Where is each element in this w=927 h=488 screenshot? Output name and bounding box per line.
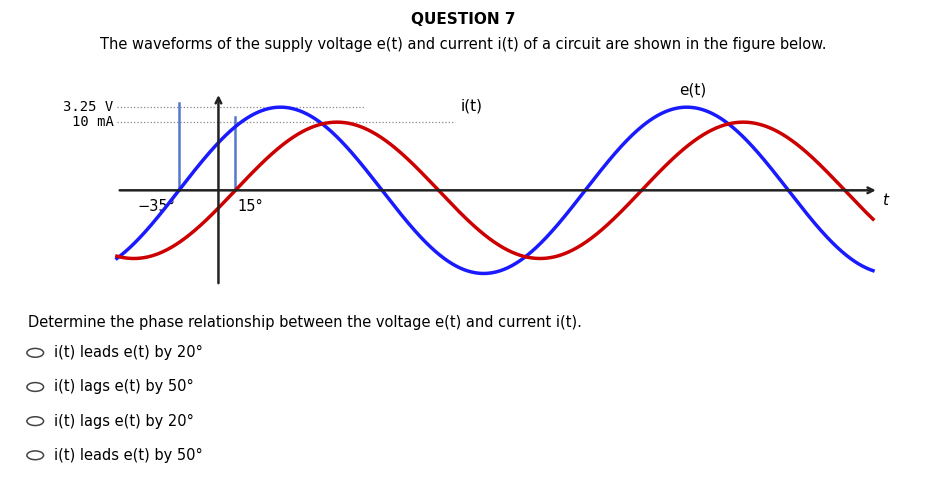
Text: 10 mA: 10 mA [71, 115, 113, 129]
Text: i(t) lags e(t) by 50°: i(t) lags e(t) by 50° [54, 380, 194, 394]
Text: QUESTION 7: QUESTION 7 [412, 12, 515, 27]
Text: e(t): e(t) [679, 82, 706, 97]
Text: The waveforms of the supply voltage e(t) and current i(t) of a circuit are shown: The waveforms of the supply voltage e(t)… [100, 37, 827, 52]
Text: t: t [882, 193, 888, 208]
Text: i(t): i(t) [461, 99, 483, 114]
Text: 3.25 V: 3.25 V [63, 100, 113, 114]
Text: 15°: 15° [237, 199, 263, 214]
Text: i(t) lags e(t) by 20°: i(t) lags e(t) by 20° [54, 414, 194, 428]
Text: i(t) leads e(t) by 20°: i(t) leads e(t) by 20° [54, 346, 203, 360]
Text: i(t) leads e(t) by 50°: i(t) leads e(t) by 50° [54, 448, 202, 463]
Text: −35°: −35° [138, 199, 175, 214]
Text: Determine the phase relationship between the voltage e(t) and current i(t).: Determine the phase relationship between… [28, 315, 581, 330]
